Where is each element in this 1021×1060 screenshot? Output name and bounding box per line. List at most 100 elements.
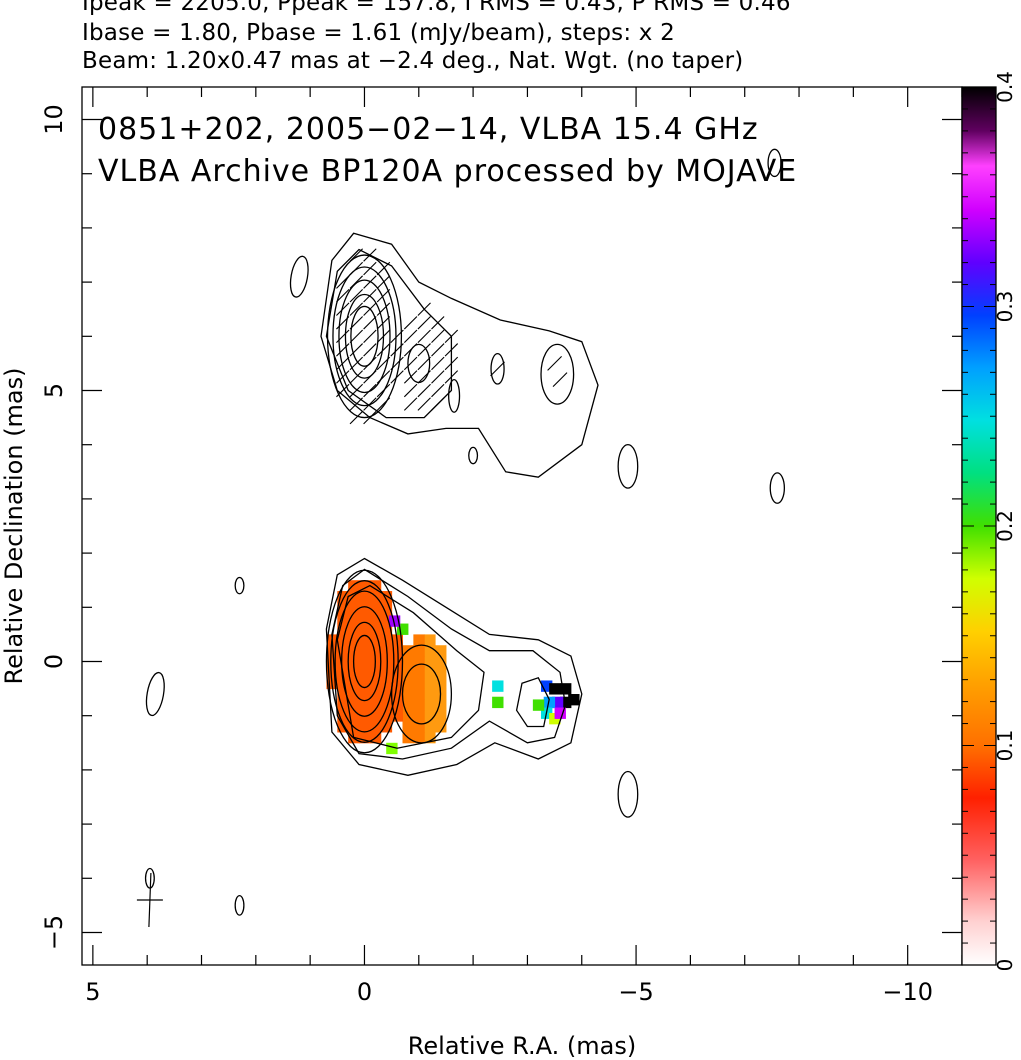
evpa-tick <box>363 397 377 411</box>
pol-pixel <box>397 623 409 635</box>
evpa-tick <box>336 302 350 316</box>
evpa-tick <box>376 343 391 357</box>
pol-pixel <box>380 591 393 603</box>
evpa-tick <box>336 275 350 289</box>
evpa-tick <box>349 356 364 371</box>
y-tick-label: 5 <box>40 383 68 398</box>
evpa-tick <box>349 288 364 303</box>
contour <box>289 255 309 298</box>
evpa-tick <box>349 316 364 330</box>
evpa-tick <box>403 370 418 384</box>
evpa-tick <box>376 356 391 371</box>
x-tick-label: 5 <box>85 978 100 1006</box>
pol-pixel <box>402 656 414 668</box>
pol-pixel <box>359 591 371 603</box>
evpa-tick <box>363 288 377 303</box>
evpa-tick <box>336 288 350 303</box>
pol-pixel <box>413 699 425 711</box>
pol-pixel <box>568 694 580 706</box>
evpa-tick <box>417 302 431 316</box>
evpa-tick <box>363 329 377 343</box>
evpa-tick <box>376 302 391 316</box>
pol-pixel <box>348 580 360 592</box>
pol-pixel <box>380 623 393 635</box>
pol-pixel <box>359 721 371 733</box>
pol-pixel <box>541 680 553 692</box>
pol-pixel <box>369 645 382 657</box>
pol-pixel <box>359 666 371 679</box>
pol-pixel <box>424 731 436 744</box>
pol-pixel <box>337 623 349 635</box>
pol-pixel <box>348 601 360 614</box>
pol-pixel <box>413 710 425 722</box>
evpa-tick <box>336 316 350 330</box>
pol-pixel <box>549 683 561 695</box>
pol-pixel <box>413 688 425 700</box>
evpa-tick <box>349 329 364 343</box>
pol-pixel <box>532 699 545 711</box>
pol-pixel <box>380 656 393 668</box>
pol-pixel <box>402 677 414 690</box>
header-line-1: Ipeak = 2205.0, Ppeak = 157.8, I RMS = 0… <box>82 0 791 16</box>
pol-pixel <box>337 656 349 668</box>
evpa-tick <box>363 343 377 357</box>
contour <box>448 378 461 413</box>
y-tick-label: −5 <box>40 915 68 950</box>
pol-pixel <box>359 580 371 592</box>
pol-pixel <box>359 688 371 700</box>
plot-content <box>136 148 786 927</box>
pol-pixel <box>326 645 338 657</box>
contour <box>330 580 399 743</box>
pol-pixel <box>413 656 425 668</box>
contour <box>320 232 599 478</box>
pol-pixel <box>386 742 398 755</box>
pol-pixel <box>492 696 504 709</box>
evpa-tick <box>363 316 377 330</box>
contour <box>234 894 245 916</box>
evpa-tick <box>376 370 391 384</box>
contour <box>401 663 442 725</box>
evpa-tick <box>336 383 350 398</box>
evpa-tick <box>490 361 505 377</box>
pol-pixel <box>348 699 360 711</box>
pol-pixel <box>492 680 504 692</box>
pol-pixel <box>413 677 425 690</box>
pol-pixel <box>435 710 447 722</box>
header-line-2: Ibase = 1.80, Pbase = 1.61 (mJy/beam), s… <box>82 20 675 46</box>
pol-pixel <box>380 710 393 722</box>
evpa-tick <box>349 370 364 384</box>
evpa-tick <box>417 329 431 343</box>
contour <box>617 770 639 818</box>
pol-pixel <box>359 612 371 625</box>
evpa-tick <box>403 316 418 330</box>
pol-pixel <box>326 666 338 679</box>
pol-pixel <box>402 688 414 700</box>
pol-pixel <box>369 710 382 722</box>
pol-pixel <box>391 656 403 668</box>
evpa-tick <box>417 370 431 384</box>
evpa-tick <box>376 275 391 289</box>
evpa-tick <box>417 343 431 357</box>
evpa-tick <box>403 356 418 371</box>
contour <box>767 148 782 178</box>
pol-pixel <box>337 645 349 657</box>
pol-pixel <box>348 623 360 635</box>
pol-pixel <box>369 699 382 711</box>
pol-pixel <box>402 699 414 711</box>
evpa-tick <box>552 372 568 388</box>
pol-pixel <box>380 677 393 690</box>
evpa-tick <box>349 275 364 289</box>
colorbar-tick-label: 0.3 <box>993 291 1017 323</box>
evpa-tick <box>376 261 391 276</box>
evpa-tick <box>376 383 391 398</box>
pol-pixel <box>435 666 447 679</box>
evpa-tick <box>376 397 391 411</box>
colorbar-tick-label: 0 <box>993 959 1017 972</box>
pol-pixel <box>413 645 425 657</box>
evpa-tick <box>390 356 404 371</box>
evpa-tick <box>431 356 445 371</box>
evpa-tick <box>363 302 377 316</box>
y-tick-label: 0 <box>40 654 68 669</box>
plot-frame <box>81 86 963 966</box>
evpa-tick <box>349 410 364 425</box>
